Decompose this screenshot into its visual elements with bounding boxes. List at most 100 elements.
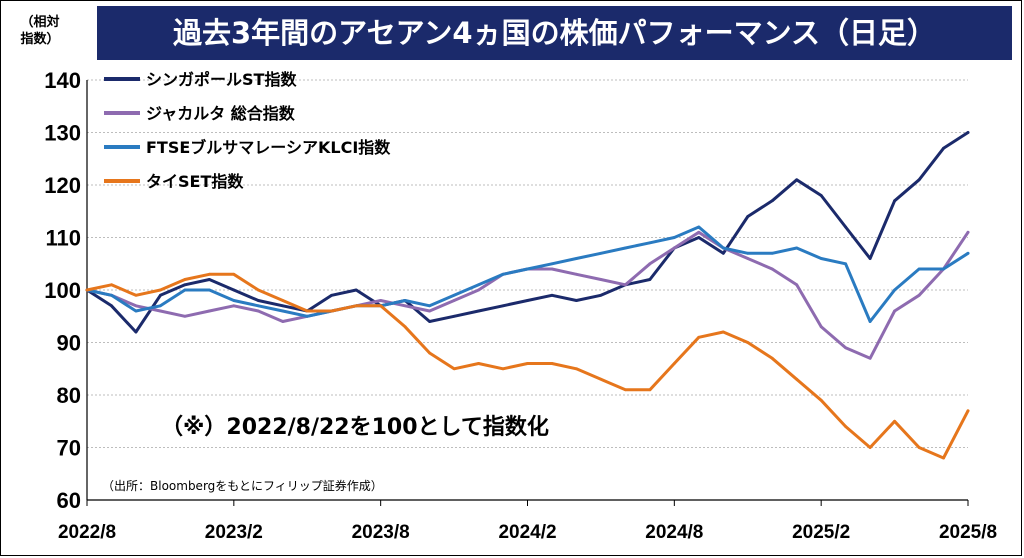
series-3-point [868,320,872,323]
series-4-point [746,341,750,344]
series-4-point [134,293,138,297]
y-tick-label: 80 [57,383,81,408]
series-4-point [697,335,701,339]
series-4-point [917,446,921,449]
series-2-point [550,267,554,271]
series-4-point [159,288,162,292]
series-3-point [477,283,480,287]
series-1-point [917,178,921,182]
series-2-point [868,356,872,360]
series-3-point [305,314,309,318]
series-1-point [648,278,652,281]
series-2-point [770,267,774,271]
y-tick-label: 60 [57,488,81,513]
series-1-point [844,225,848,229]
series-3-point [134,309,138,313]
series-4-point [942,456,945,460]
series-4-point [648,388,652,392]
series-3-point [281,309,285,313]
series-3-point [942,267,945,271]
series-2-point [795,283,799,287]
series-3-point [183,288,187,292]
series-1-point [232,288,236,292]
series-1-point [110,304,113,308]
x-tick-label: 2023/8 [352,522,410,543]
series-3-point [721,246,725,250]
series-3-point [966,251,970,255]
legend-label-3: FTSEブルサマレーシアKLCI指数 [146,138,391,157]
series-2-point [207,309,211,313]
series-3-point [672,236,676,239]
legend-label-2: ジャカルタ 総合指数 [146,104,296,123]
baseline-note: （※）2022/8/22を100として指数化 [161,414,549,440]
series-3-point [575,257,578,260]
x-axis: 2022/8 2023/2 2023/8 2024/2 2024/8 2025/2 2025… [58,499,997,543]
series-4-point [575,367,578,371]
series-2-point [672,246,676,250]
series-4-point [721,330,725,334]
series-2-point [477,288,480,292]
series-4-point [110,283,113,287]
series-2-point [819,325,823,329]
series-1-point [770,199,774,203]
series-3-point [746,251,750,255]
series-4-point [623,388,627,392]
series-3-point [917,267,921,271]
series-4-point [183,278,187,281]
series-1-point [134,330,138,334]
y-tick-label: 110 [46,226,82,251]
series-2-point [452,299,456,302]
series-3-point [795,246,799,250]
series-1-point [159,293,162,297]
y-tick-label: 130 [44,121,81,146]
series-2-point [575,272,578,276]
series-1-point [477,309,480,313]
series-4-point [428,351,432,355]
series-3-point [770,251,774,255]
series-4-point [207,272,211,276]
series-1-point [183,283,187,287]
series-2-point [403,304,407,308]
series-2-point [844,346,848,350]
series-4-point [550,362,554,365]
series-3-point [648,241,652,245]
series-1-point [526,299,529,302]
series-4-point [85,288,89,292]
series-2-point [134,304,138,308]
y-tick-label: 100 [44,278,81,303]
series-4-point [281,299,285,302]
series-3-point [599,251,603,255]
series-3-point [844,262,848,266]
series-4-point [403,325,407,329]
series-4-point [452,367,456,371]
series-2-point [159,309,162,313]
series-3-point [232,299,236,302]
gridlines [87,79,968,448]
series-2-point [183,314,187,318]
series-2-point [232,304,236,308]
series-1-point [330,293,334,297]
y-tick-label: 70 [57,436,81,461]
series-4-point [795,377,799,381]
series-1-point [575,299,578,302]
y-tick-label: 140 [44,68,81,93]
series-3-point [550,262,554,266]
series-2-point [746,257,750,260]
series-4-point [256,288,260,292]
y-axis: 60 70 80 90 100 110 120 130 140 [44,68,88,513]
series-1-point [721,251,725,255]
series-2-point [256,309,260,313]
series-2-point [697,230,701,234]
series-2-point [281,320,285,323]
series-3-point [526,267,529,271]
series-1-point [893,199,896,203]
series-3-point [403,299,407,302]
series-1-point [942,146,945,150]
series-2-point [623,283,627,287]
series-4-point [819,398,823,402]
series-4-point [477,362,480,365]
series-4-point [893,419,896,423]
series-3-point [428,304,432,308]
